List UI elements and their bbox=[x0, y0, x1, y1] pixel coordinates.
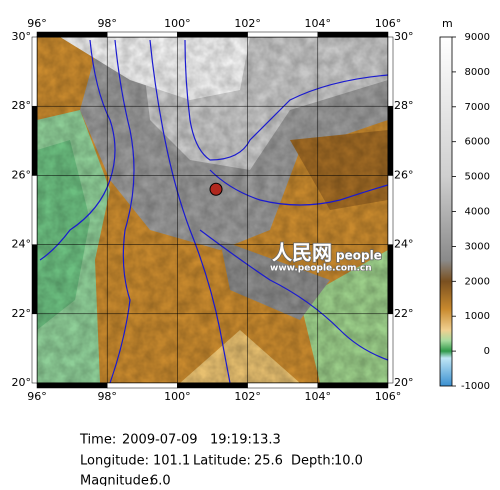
border-segment bbox=[317, 382, 389, 389]
lat-label-right: 28° bbox=[394, 99, 414, 112]
lat-label-right: 20° bbox=[394, 376, 414, 389]
time: 19:19:13.3 bbox=[210, 433, 281, 448]
border-segment bbox=[31, 105, 38, 176]
lon-label-top: 104° bbox=[305, 17, 332, 30]
lat-label-left: 30° bbox=[12, 30, 32, 43]
graticule bbox=[36, 36, 389, 384]
colorbar-unit: m bbox=[442, 17, 453, 30]
border-segment bbox=[177, 382, 248, 389]
colorbar bbox=[439, 36, 453, 387]
latitude: 25.6 bbox=[254, 454, 283, 469]
border-segment bbox=[247, 382, 319, 389]
watermark-logo: 人民网 bbox=[272, 241, 332, 265]
colorbar-tick-label: 2000 bbox=[465, 276, 490, 287]
lat-label-left: 22° bbox=[12, 307, 32, 320]
border-segment bbox=[387, 313, 394, 384]
border-segment bbox=[31, 244, 38, 315]
lon-label-bottom: 98° bbox=[97, 390, 117, 403]
colorbar-tick-label: 3000 bbox=[465, 241, 490, 252]
border-segment bbox=[36, 382, 108, 389]
lat-label-right: 26° bbox=[394, 168, 414, 181]
lon-label-top: 100° bbox=[164, 17, 191, 30]
border-segment bbox=[387, 105, 394, 176]
colorbar-tick-label: 5000 bbox=[465, 172, 490, 183]
colorbar-tick-label: 8000 bbox=[465, 67, 490, 78]
colorbar-tick-label: 1000 bbox=[465, 311, 490, 322]
colorbar-tick-label: 0 bbox=[484, 346, 490, 357]
epicenter bbox=[209, 182, 223, 196]
border-segment bbox=[387, 36, 394, 107]
colorbar-tick-label: 7000 bbox=[465, 102, 490, 113]
coordinate-labels: 96° 96° 98° 98° 100° 100° 102° 102° 104° 104° 106°… bbox=[12, 17, 414, 403]
colorbar-ticks: -1000 0 1000 2000 3000 4000 5000 6000 7000 8000 90… bbox=[452, 32, 490, 392]
watermark: 人民网 people www.people.com.cn bbox=[270, 240, 383, 274]
lat-label-right: 30° bbox=[394, 30, 414, 43]
terrain bbox=[37, 37, 388, 383]
lat-label-left: 28° bbox=[12, 99, 32, 112]
lon-label-bottom: 104° bbox=[305, 390, 332, 403]
watermark-url: www.people.com.cn bbox=[270, 264, 372, 274]
border-segment bbox=[36, 31, 108, 38]
lon-label-top: 96° bbox=[27, 17, 47, 30]
magnitude: 6.0 bbox=[150, 474, 171, 487]
map-border bbox=[31, 31, 394, 389]
lat-label-left: 24° bbox=[12, 238, 32, 251]
lon-label-bottom: 100° bbox=[164, 390, 191, 403]
lat-label-right: 24° bbox=[394, 238, 414, 251]
longitude: 101.1 bbox=[153, 454, 190, 469]
colorbar-tick-label: 4000 bbox=[465, 207, 490, 218]
date: 2009-07-09 bbox=[122, 433, 198, 448]
lon-label-bottom: 96° bbox=[27, 390, 47, 403]
border-segment bbox=[31, 36, 38, 107]
lat-label-left: 20° bbox=[12, 376, 32, 389]
border-segment bbox=[387, 175, 394, 245]
colorbar-tick-label: -1000 bbox=[461, 381, 490, 392]
lon-label-top: 102° bbox=[234, 17, 261, 30]
event-info: Time: 2009-07-09 19:19:13.3 Longitude: 1… bbox=[79, 433, 363, 489]
border-segment bbox=[247, 31, 319, 38]
watermark-brand: people bbox=[336, 249, 382, 263]
magnitude-label: Magnitude: bbox=[80, 474, 153, 487]
border-segment bbox=[106, 382, 178, 389]
lon-label-top: 106° bbox=[375, 17, 402, 30]
depth: 10.0 bbox=[334, 454, 363, 469]
border-segment bbox=[177, 31, 248, 38]
border-segment bbox=[387, 244, 394, 315]
border-segment bbox=[31, 313, 38, 384]
lon-label-top: 98° bbox=[97, 17, 117, 30]
latitude-label: Latitude: bbox=[193, 454, 251, 469]
border-segment bbox=[106, 31, 178, 38]
lat-label-left: 26° bbox=[12, 168, 32, 181]
lat-label-right: 22° bbox=[394, 307, 414, 320]
depth-label: Depth: bbox=[291, 454, 335, 469]
colorbar-tick-label: 6000 bbox=[465, 137, 490, 148]
time-label: Time: bbox=[79, 433, 116, 448]
border-segment bbox=[317, 31, 389, 38]
border-segment bbox=[31, 175, 38, 245]
longitude-label: Longitude: bbox=[80, 454, 149, 469]
colorbar-tick-label: 9000 bbox=[465, 32, 490, 43]
lon-label-bottom: 106° bbox=[375, 390, 402, 403]
lon-label-bottom: 102° bbox=[234, 390, 261, 403]
